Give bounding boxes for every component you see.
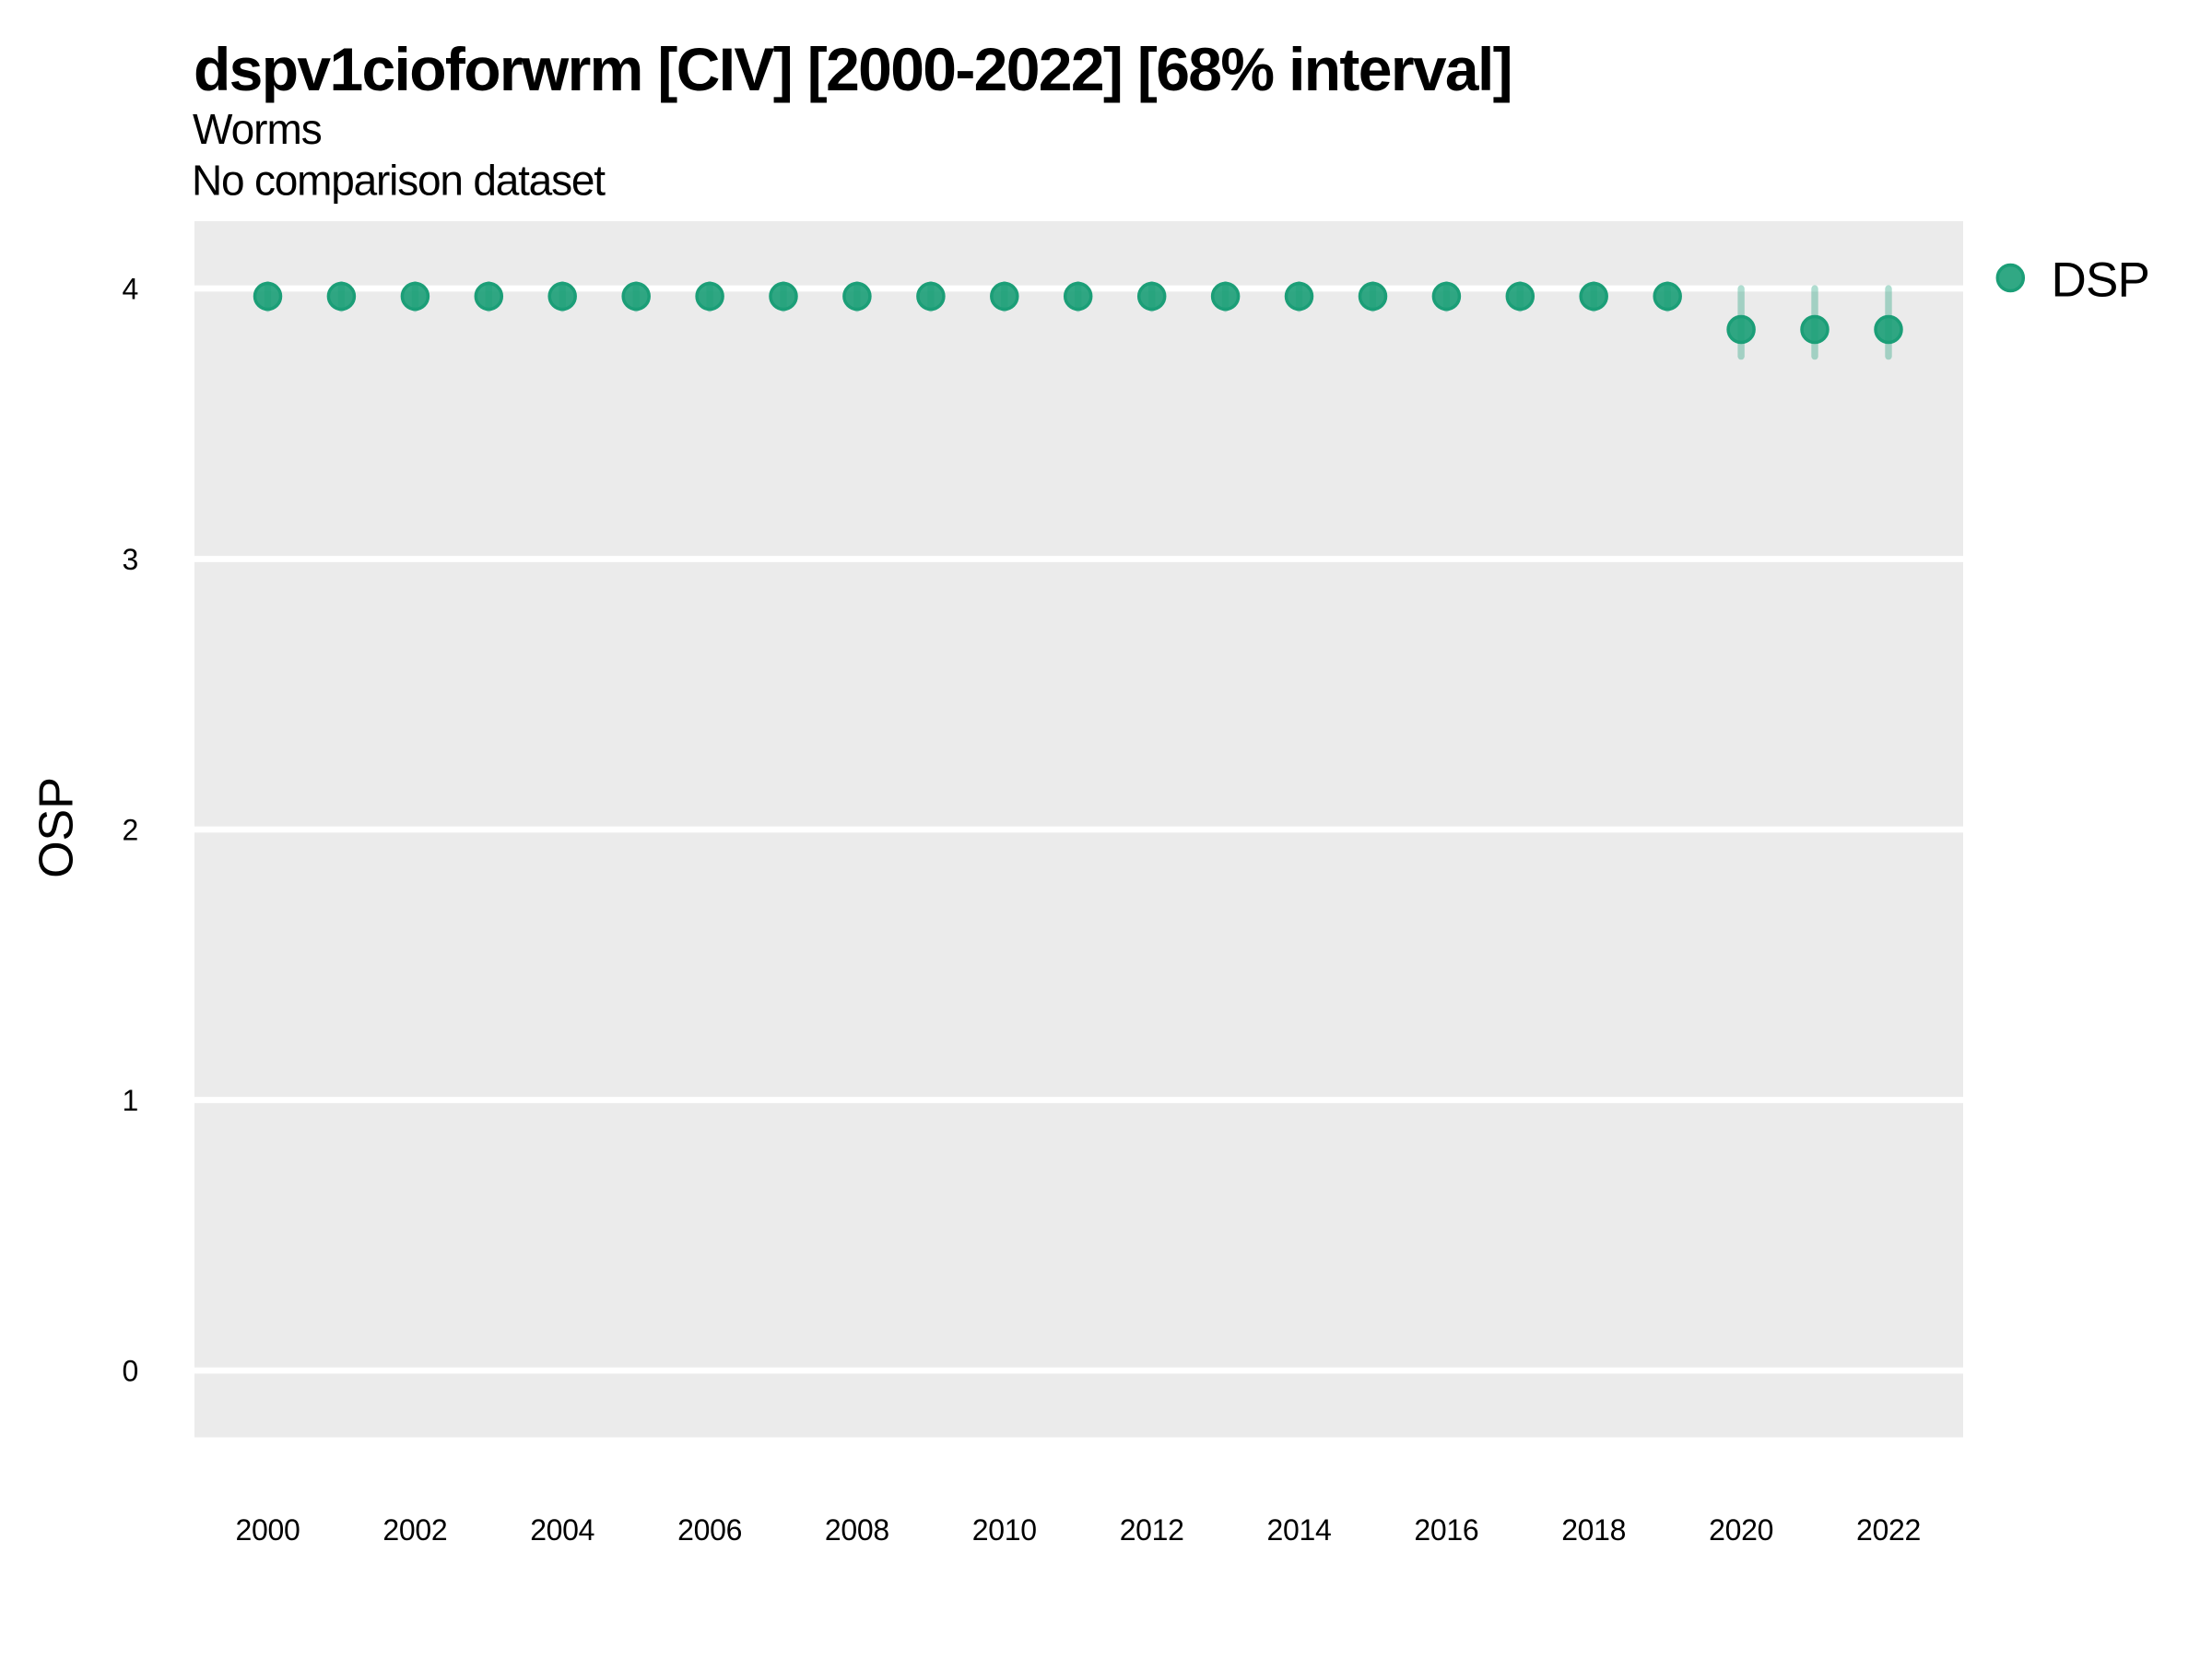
svg-text:2006: 2006 — [677, 1513, 742, 1547]
svg-text:2020: 2020 — [1709, 1513, 1773, 1547]
svg-text:2010: 2010 — [972, 1513, 1037, 1547]
svg-text:dspv1cioforwrm [CIV] [2000-202: dspv1cioforwrm [CIV] [2000-2022] [68% in… — [194, 35, 1512, 103]
svg-text:4: 4 — [123, 273, 139, 306]
svg-text:OSP: OSP — [30, 777, 84, 878]
svg-text:2: 2 — [123, 814, 139, 847]
svg-text:2002: 2002 — [382, 1513, 447, 1547]
svg-text:DSP: DSP — [2052, 253, 2150, 307]
svg-text:No comparison dataset: No comparison dataset — [192, 157, 606, 205]
svg-text:2000: 2000 — [236, 1513, 300, 1547]
svg-text:2012: 2012 — [1120, 1513, 1184, 1547]
svg-text:2008: 2008 — [825, 1513, 889, 1547]
svg-text:0: 0 — [123, 1355, 139, 1388]
svg-text:2018: 2018 — [1561, 1513, 1626, 1547]
svg-text:2004: 2004 — [530, 1513, 594, 1547]
svg-text:2016: 2016 — [1414, 1513, 1478, 1547]
svg-text:2014: 2014 — [1267, 1513, 1332, 1547]
svg-text:Worms: Worms — [193, 105, 322, 153]
svg-text:3: 3 — [123, 543, 139, 576]
svg-text:1: 1 — [123, 1084, 139, 1117]
svg-text:2022: 2022 — [1856, 1513, 1921, 1547]
